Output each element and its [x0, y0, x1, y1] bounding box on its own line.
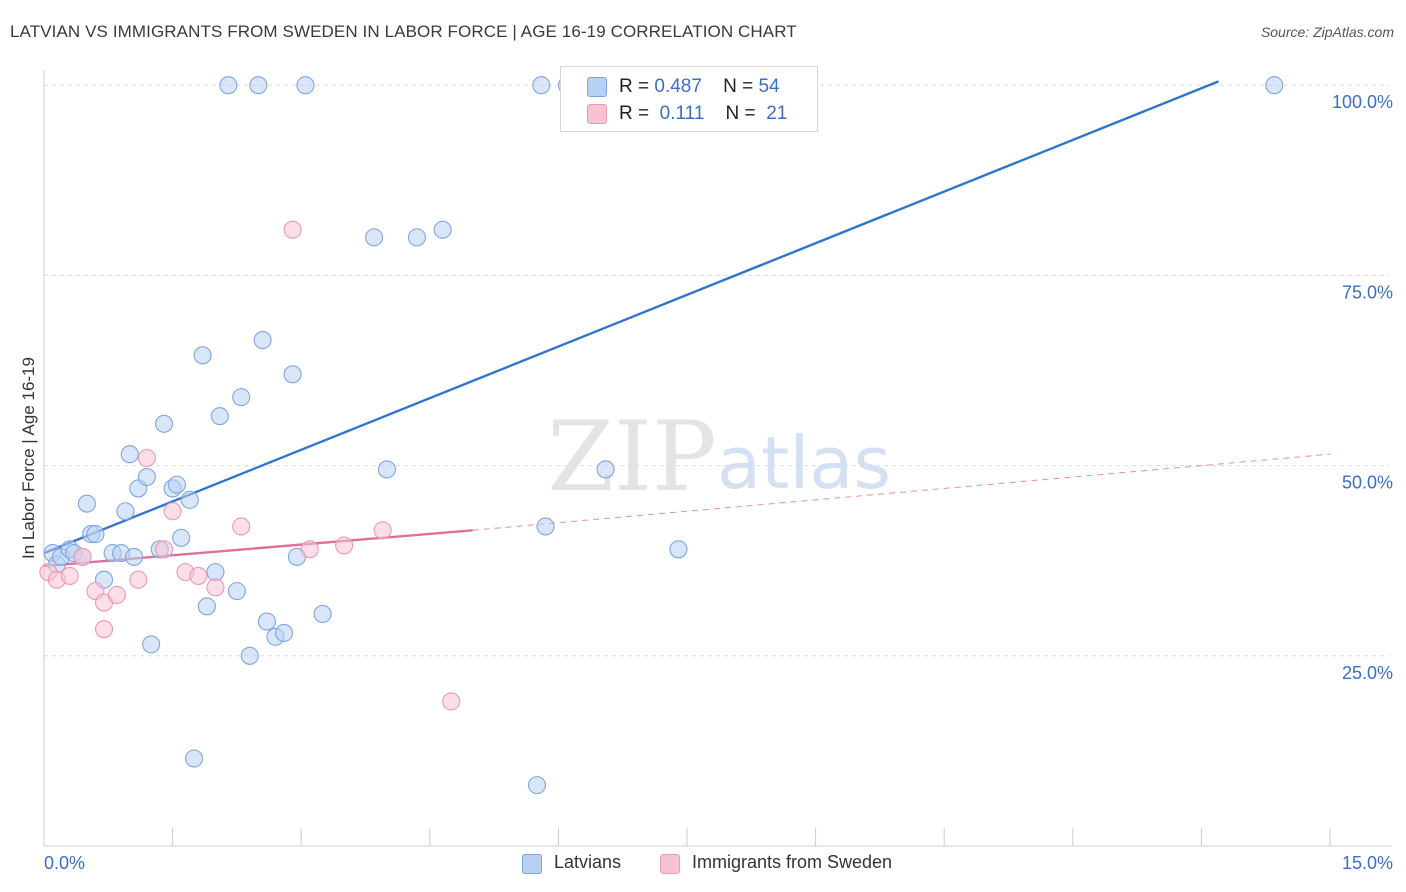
legend-r-value: 0.111 — [659, 103, 705, 124]
trend-line-extension — [472, 453, 1331, 531]
data-point — [180, 490, 199, 509]
y-tick-label: 100.0% — [1332, 92, 1393, 112]
data-point — [232, 517, 251, 536]
correlation-legend: R = 0.487 N = 54 R = 0.111 N = 21 — [560, 66, 818, 132]
data-point — [527, 776, 547, 795]
data-point — [124, 547, 144, 566]
data-point — [210, 407, 229, 426]
data-point — [596, 460, 615, 479]
trend-line — [43, 80, 1219, 555]
legend-label-latvians: Latvians — [554, 852, 622, 872]
watermark: ZIP atlas — [547, 401, 891, 513]
data-point — [137, 467, 156, 487]
data-point — [137, 448, 156, 468]
data-point — [197, 597, 216, 616]
watermark-atlas: atlas — [717, 421, 891, 505]
legend-label-sweden: Immigrants from Sweden — [692, 852, 893, 872]
x-tick-label: 15.0% — [1342, 853, 1393, 873]
data-point — [94, 620, 114, 639]
chart-title: LATVIAN VS IMMIGRANTS FROM SWEDEN IN LAB… — [10, 22, 797, 41]
data-point — [283, 220, 302, 239]
axes — [43, 70, 1392, 847]
data-point — [365, 228, 384, 247]
legend-r-label: R = — [619, 76, 650, 97]
legend-swatch-pink — [660, 854, 680, 874]
data-point — [240, 646, 259, 665]
data-point — [142, 635, 161, 654]
data-point — [77, 494, 96, 513]
data-point — [120, 445, 139, 464]
data-point — [206, 563, 225, 582]
data-point — [313, 604, 332, 624]
data-point — [219, 76, 238, 95]
data-point — [129, 570, 148, 589]
data-point — [283, 365, 302, 384]
data-point — [189, 566, 208, 585]
data-point — [206, 578, 225, 597]
data-point — [296, 76, 315, 95]
data-point — [60, 566, 79, 585]
x-tick-label: 0.0% — [44, 853, 85, 873]
data-point — [669, 540, 688, 559]
data-point — [163, 502, 182, 521]
data-point — [433, 220, 452, 239]
data-point — [184, 749, 204, 768]
data-point — [257, 612, 276, 631]
data-point — [407, 228, 426, 247]
data-point — [442, 692, 461, 711]
data-point — [154, 540, 174, 559]
data-point — [107, 585, 126, 604]
legend-n-value: 54 — [758, 76, 780, 97]
legend-r-value: 0.487 — [654, 76, 702, 97]
legend-swatch-blue — [587, 77, 607, 97]
tick-labels: 25.0% 50.0% 75.0% 100.0% 0.0% 15.0% — [44, 92, 1393, 873]
legend-n-label: N = — [723, 76, 754, 97]
y-axis-label: In Labor Force | Age 16-19 — [19, 357, 38, 559]
legend-swatch-blue — [522, 854, 542, 874]
data-point — [253, 331, 272, 350]
data-point — [86, 525, 105, 544]
data-point — [536, 517, 555, 536]
y-tick-label: 75.0% — [1342, 282, 1393, 302]
data-point — [227, 582, 246, 601]
data-point — [154, 414, 174, 433]
data-point — [167, 475, 186, 494]
y-tick-label: 25.0% — [1342, 663, 1393, 683]
y-tick-label: 50.0% — [1342, 473, 1393, 493]
legend-n-value: 21 — [766, 103, 788, 124]
data-point — [532, 76, 551, 95]
data-point — [300, 540, 319, 559]
data-point — [172, 528, 191, 547]
watermark-zip: ZIP — [547, 401, 716, 513]
data-point — [249, 76, 268, 95]
data-point — [116, 502, 135, 521]
data-point — [232, 388, 251, 407]
data-point — [275, 623, 294, 643]
data-point — [373, 521, 392, 540]
grid-lines — [44, 84, 1390, 657]
legend-swatch-pink — [587, 104, 607, 124]
legend-r-label: R = — [619, 103, 650, 124]
data-point — [335, 536, 354, 555]
data-point — [193, 346, 212, 365]
legend-n-label: N = — [725, 103, 756, 124]
data-point — [73, 547, 92, 566]
data-point — [377, 460, 396, 479]
data-point — [1265, 76, 1284, 95]
source-label: Source: ZipAtlas.com — [1260, 24, 1394, 40]
